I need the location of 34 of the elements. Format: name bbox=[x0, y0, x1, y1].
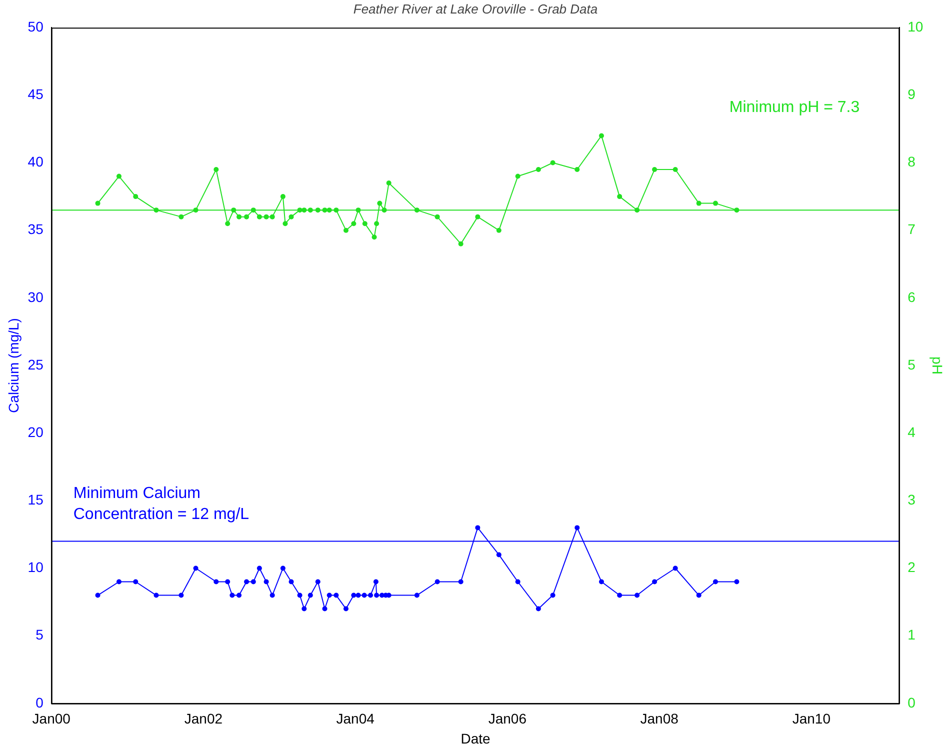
y-axis-title: Calcium (mg/L) bbox=[5, 318, 22, 413]
y-tick-label: 50 bbox=[28, 18, 44, 34]
x-tick-label: Jan10 bbox=[792, 710, 831, 727]
y-tick-label: 20 bbox=[28, 424, 44, 440]
y-tick-label: 5 bbox=[36, 626, 44, 643]
y2-tick-label: 7 bbox=[908, 221, 916, 238]
y2-tick-label: 5 bbox=[908, 356, 916, 372]
y-tick-label: 45 bbox=[28, 86, 44, 102]
y2-tick-label: 4 bbox=[908, 424, 916, 440]
y2-tick-label: 1 bbox=[908, 626, 916, 643]
y2-axis-title: pH bbox=[930, 356, 946, 374]
y2-tick-label: 9 bbox=[908, 86, 916, 102]
ref-line-label: Minimum pH = 7.3 bbox=[729, 99, 860, 116]
x-tick-label: Jan02 bbox=[184, 710, 223, 727]
y2-tick-label: 3 bbox=[908, 492, 916, 508]
x-tick-label: Jan00 bbox=[32, 710, 71, 727]
chart-title: Feather River at Lake Oroville - Grab Data bbox=[353, 1, 598, 16]
x-tick-label: Jan04 bbox=[336, 710, 375, 727]
x-tick-label: Jan08 bbox=[640, 710, 679, 727]
y-tick-label: 0 bbox=[36, 694, 44, 710]
y-tick-label: 40 bbox=[28, 154, 44, 170]
y2-tick-label: 10 bbox=[908, 18, 924, 34]
y-tick-label: 10 bbox=[28, 559, 44, 576]
y2-tick-label: 0 bbox=[908, 694, 916, 710]
y-tick-label: 25 bbox=[28, 356, 44, 372]
y2-tick-label: 2 bbox=[908, 559, 916, 576]
x-axis-title: Date bbox=[460, 730, 490, 746]
x-tick-label: Jan06 bbox=[488, 710, 527, 727]
y-tick-label: 35 bbox=[28, 221, 44, 238]
y-tick-label: 30 bbox=[28, 288, 44, 305]
y2-tick-label: 8 bbox=[908, 154, 916, 170]
y2-tick-label: 6 bbox=[908, 288, 916, 305]
y-tick-label: 15 bbox=[28, 492, 44, 508]
ref-line-label: Minimum Calcium Concentration = 12 mg/L bbox=[73, 485, 250, 524]
